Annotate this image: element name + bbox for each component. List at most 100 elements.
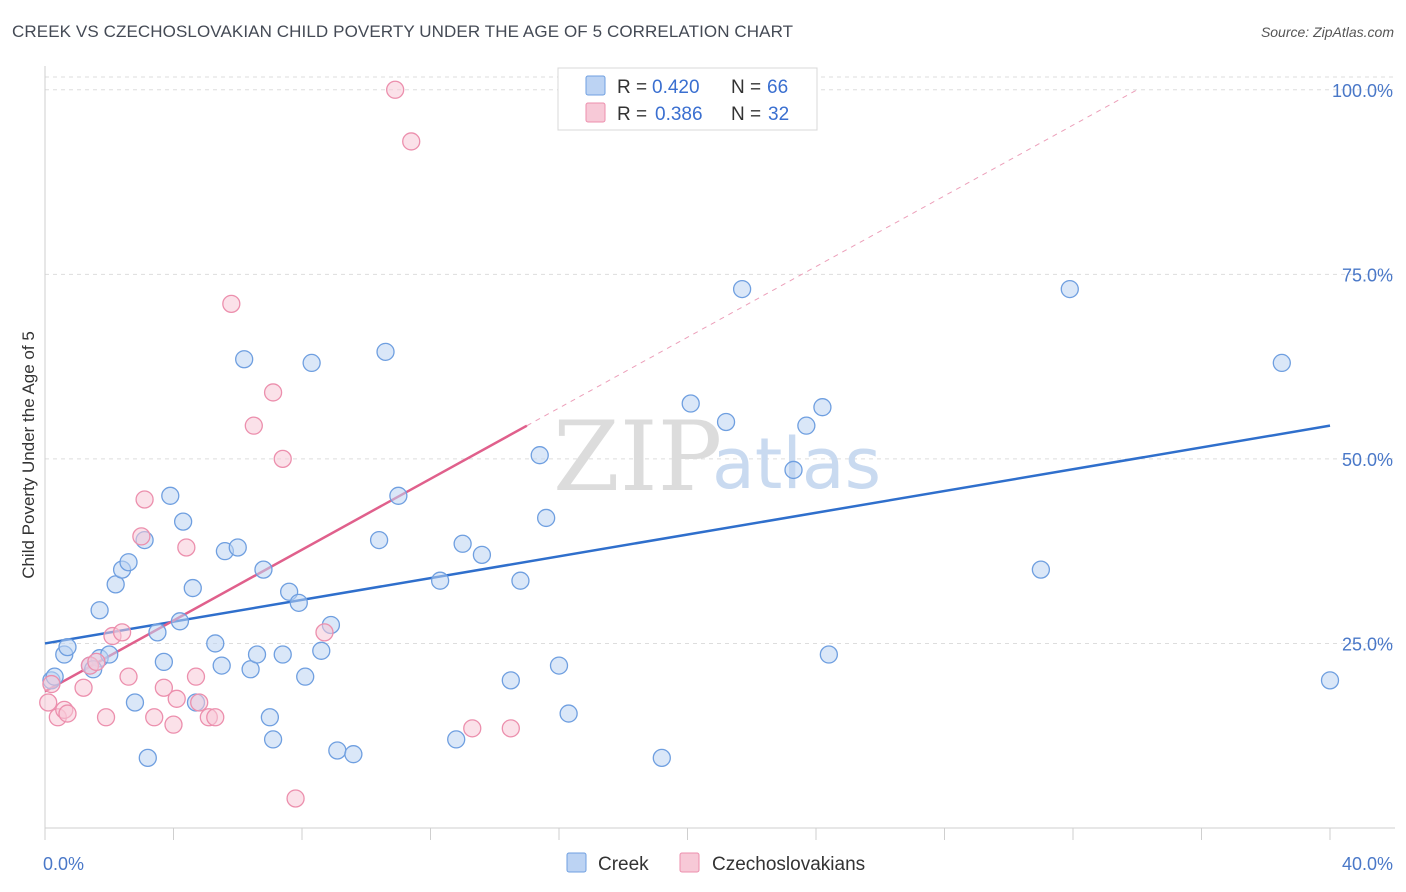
- data-point-creek: [58, 637, 77, 657]
- data-point-creek: [247, 645, 267, 664]
- y-axis-title: Child Poverty Under the Age of 5: [19, 331, 38, 579]
- y-tick-label: 100.0%: [1332, 81, 1393, 101]
- data-point-creek: [296, 667, 315, 686]
- x-tick-label: 40.0%: [1342, 854, 1393, 874]
- legend-n-value-creek: 66: [767, 77, 788, 98]
- data-point-czech: [58, 704, 77, 723]
- data-point-creek: [472, 545, 492, 565]
- data-point-creek: [138, 748, 157, 768]
- legend-r-label-czech: R =: [617, 104, 647, 125]
- data-point-czech: [315, 623, 334, 642]
- data-point-creek: [289, 593, 308, 612]
- data-point-czech: [132, 527, 151, 546]
- data-point-creek: [154, 652, 174, 672]
- data-point-creek: [389, 486, 408, 505]
- data-point-creek: [511, 571, 530, 590]
- data-point-creek: [501, 671, 520, 690]
- data-point-czech: [164, 715, 183, 734]
- data-point-czech: [244, 416, 263, 435]
- data-point-creek: [559, 704, 578, 723]
- data-point-creek: [161, 486, 180, 505]
- data-point-creek: [119, 553, 138, 572]
- data-point-creek: [273, 645, 292, 664]
- legend-n-value-czech: 32: [768, 104, 789, 125]
- data-point-czech: [96, 708, 116, 727]
- data-point-creek: [537, 508, 556, 528]
- watermark-zip: ZIP: [553, 401, 722, 513]
- data-point-czech: [112, 623, 132, 642]
- legend-box: R = 0.420 N = 66 R = 0.386 N = 32: [557, 67, 818, 131]
- legend-r-label-creek: R =: [617, 77, 647, 98]
- data-point-creek: [235, 350, 254, 369]
- data-point-creek: [263, 730, 283, 749]
- y-tick-label: 25.0%: [1342, 634, 1393, 654]
- data-point-czech: [206, 708, 225, 727]
- data-point-creek: [681, 394, 700, 413]
- data-point-czech: [42, 674, 61, 694]
- data-point-creek: [1031, 560, 1051, 579]
- watermark: ZIP atlas: [553, 401, 881, 513]
- data-point-creek: [183, 578, 202, 598]
- data-point-creek: [170, 612, 190, 631]
- data-point-czech: [263, 383, 283, 402]
- data-point-creek: [369, 530, 389, 550]
- data-point-czech: [135, 490, 154, 509]
- source-label: Source: ZipAtlas.com: [1260, 24, 1394, 40]
- legend-n-label-czech: N =: [731, 104, 761, 125]
- data-point-czech: [87, 652, 106, 672]
- bottom-legend-swatch-czech: [679, 852, 700, 873]
- trend-lines: [44, 89, 1331, 693]
- data-point-creek: [430, 571, 450, 590]
- bottom-legend-swatch-creek: [566, 852, 587, 873]
- data-point-czech: [167, 689, 186, 708]
- legend-swatch-czech: [585, 102, 606, 123]
- x-tick-labels: 0.0% 40.0%: [43, 854, 1393, 874]
- data-point-creek: [125, 693, 145, 712]
- data-point-creek: [206, 634, 225, 653]
- y-tick-label: 50.0%: [1342, 450, 1393, 470]
- data-point-creek: [90, 601, 109, 620]
- data-point-czech: [177, 538, 196, 557]
- data-point-creek: [652, 748, 671, 768]
- data-point-czech: [190, 693, 209, 712]
- data-point-creek: [1320, 671, 1340, 690]
- data-point-creek: [173, 512, 193, 531]
- data-point-creek: [716, 412, 736, 432]
- data-point-czech: [402, 132, 421, 151]
- data-point-creek: [813, 398, 832, 417]
- data-point-creek: [819, 645, 838, 664]
- data-point-creek: [530, 446, 549, 465]
- data-point-czech: [286, 789, 305, 808]
- data-point-czech: [145, 708, 164, 727]
- data-point-creek: [148, 623, 167, 642]
- data-point-creek: [784, 460, 803, 480]
- legend-swatch-creek: [585, 75, 606, 96]
- trend-line-czech: [44, 424, 528, 693]
- trend-line-creek: [44, 424, 1331, 645]
- data-point-creek: [228, 538, 247, 557]
- data-point-czech: [501, 719, 520, 738]
- data-point-czech: [154, 678, 174, 697]
- data-point-czech: [463, 719, 482, 738]
- data-point-czech: [74, 678, 93, 697]
- data-point-czech: [186, 667, 206, 686]
- data-point-creek: [302, 353, 321, 373]
- data-point-czech: [39, 693, 58, 712]
- data-point-creek: [312, 641, 331, 660]
- data-point-creek: [453, 534, 472, 553]
- trend-extension-czech: [526, 89, 1138, 427]
- data-point-czech: [273, 449, 292, 469]
- data-points: [39, 80, 1340, 808]
- data-point-creek: [254, 560, 273, 579]
- data-point-czech: [386, 80, 405, 99]
- data-point-creek: [732, 279, 752, 299]
- data-point-czech: [119, 667, 138, 686]
- y-tick-label: 75.0%: [1342, 265, 1393, 285]
- bottom-legend: Creek Czechoslovakians: [566, 852, 865, 875]
- data-point-creek: [1272, 353, 1291, 373]
- legend-r-value-creek: 0.420: [652, 77, 700, 98]
- legend-r-value-czech: 0.386: [655, 104, 703, 125]
- data-point-creek: [212, 656, 231, 675]
- data-point-creek: [260, 708, 280, 727]
